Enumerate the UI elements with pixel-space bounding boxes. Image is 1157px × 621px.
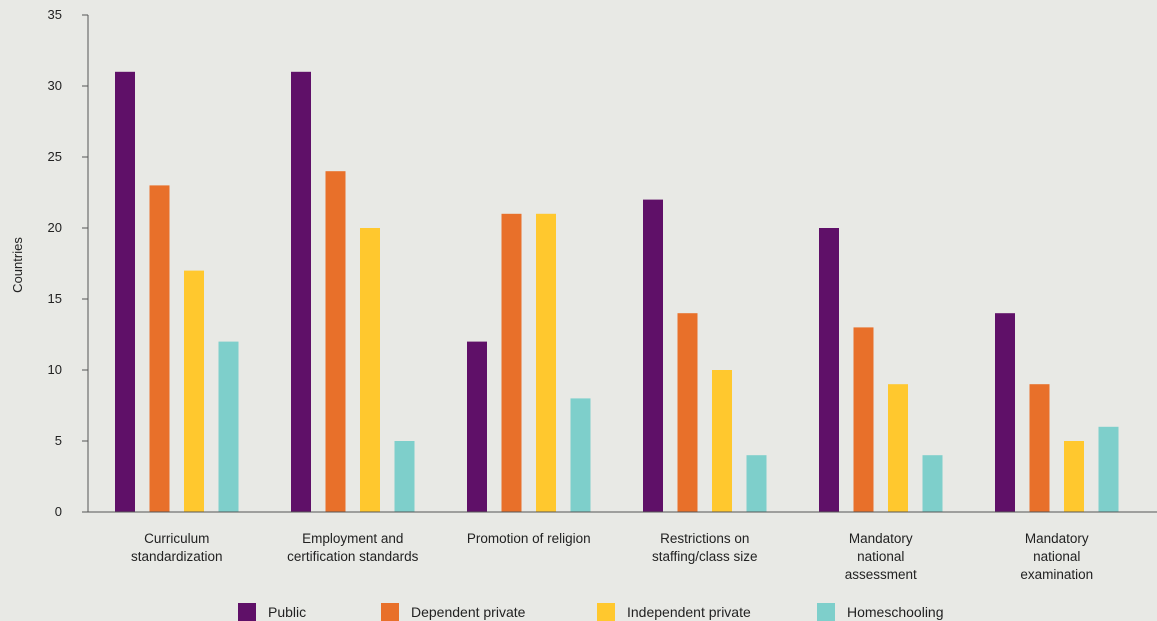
bar-homeschooling [922,455,943,512]
legend-label: Dependent private [411,604,526,620]
bar-independent-private [360,228,380,512]
legend-swatch [817,603,835,621]
legend-item: Public [238,603,306,621]
bar-dependent-private [1029,384,1050,512]
legend-item: Independent private [597,603,751,621]
legend-item: Homeschooling [817,603,944,621]
bar-dependent-private [325,171,346,512]
bar-homeschooling [394,441,415,512]
y-tick-label: 25 [48,149,62,164]
bar-dependent-private [501,213,522,513]
y-tick-label: 30 [48,78,62,93]
bar-public [291,71,311,513]
x-category-label: Curriculum standardization [131,531,223,564]
y-axis-title: Countries [10,237,25,293]
bar-group [819,228,943,512]
bar-group [995,313,1119,512]
bar-public [115,71,135,513]
y-tick-label: 15 [48,291,62,306]
bars [115,71,1119,513]
bar-dependent-private [149,185,170,512]
legend-swatch [597,603,615,621]
y-axis: 0 5 10 15 20 25 30 35 [48,7,89,519]
bar-independent-private [712,370,732,512]
bar-independent-private [1064,441,1084,512]
legend-item: Dependent private [381,603,526,621]
bar-group [467,213,591,513]
y-tick-label: 0 [55,504,62,519]
x-category-label: Mandatory national assessment [845,531,917,582]
bar-homeschooling [218,341,239,512]
y-tick-label: 35 [48,7,62,22]
bar-homeschooling [746,455,767,512]
legend-label: Homeschooling [847,604,944,620]
legend-swatch [238,603,256,621]
bar-independent-private [536,213,556,513]
x-category-label: Employment and certification standards [287,531,419,564]
bar-public [643,199,663,512]
bar-public [995,313,1015,512]
bar-public [467,341,487,512]
bar-homeschooling [1098,426,1119,512]
legend-label: Public [268,604,306,620]
y-tick-label: 5 [55,433,62,448]
legend: Public Dependent private Independent priva… [238,603,944,621]
y-tick-label: 10 [48,362,62,377]
bar-group [115,71,239,513]
bar-independent-private [888,384,908,512]
legend-label: Independent private [627,604,751,620]
x-axis: Curriculum standardization Employment and c… [88,511,1157,582]
bar-public [819,228,839,512]
bar-independent-private [184,270,204,512]
x-category-label: Restrictions on staffing/class size [652,531,758,564]
bar-dependent-private [853,327,874,512]
x-category-label: Mandatory national examination [1020,531,1093,582]
bar-group [291,71,415,513]
legend-swatch [381,603,399,621]
bar-dependent-private [677,313,698,512]
bar-group [643,199,767,512]
x-category-label: Promotion of religion [467,531,591,546]
y-tick-label: 20 [48,220,62,235]
bar-homeschooling [570,398,591,512]
